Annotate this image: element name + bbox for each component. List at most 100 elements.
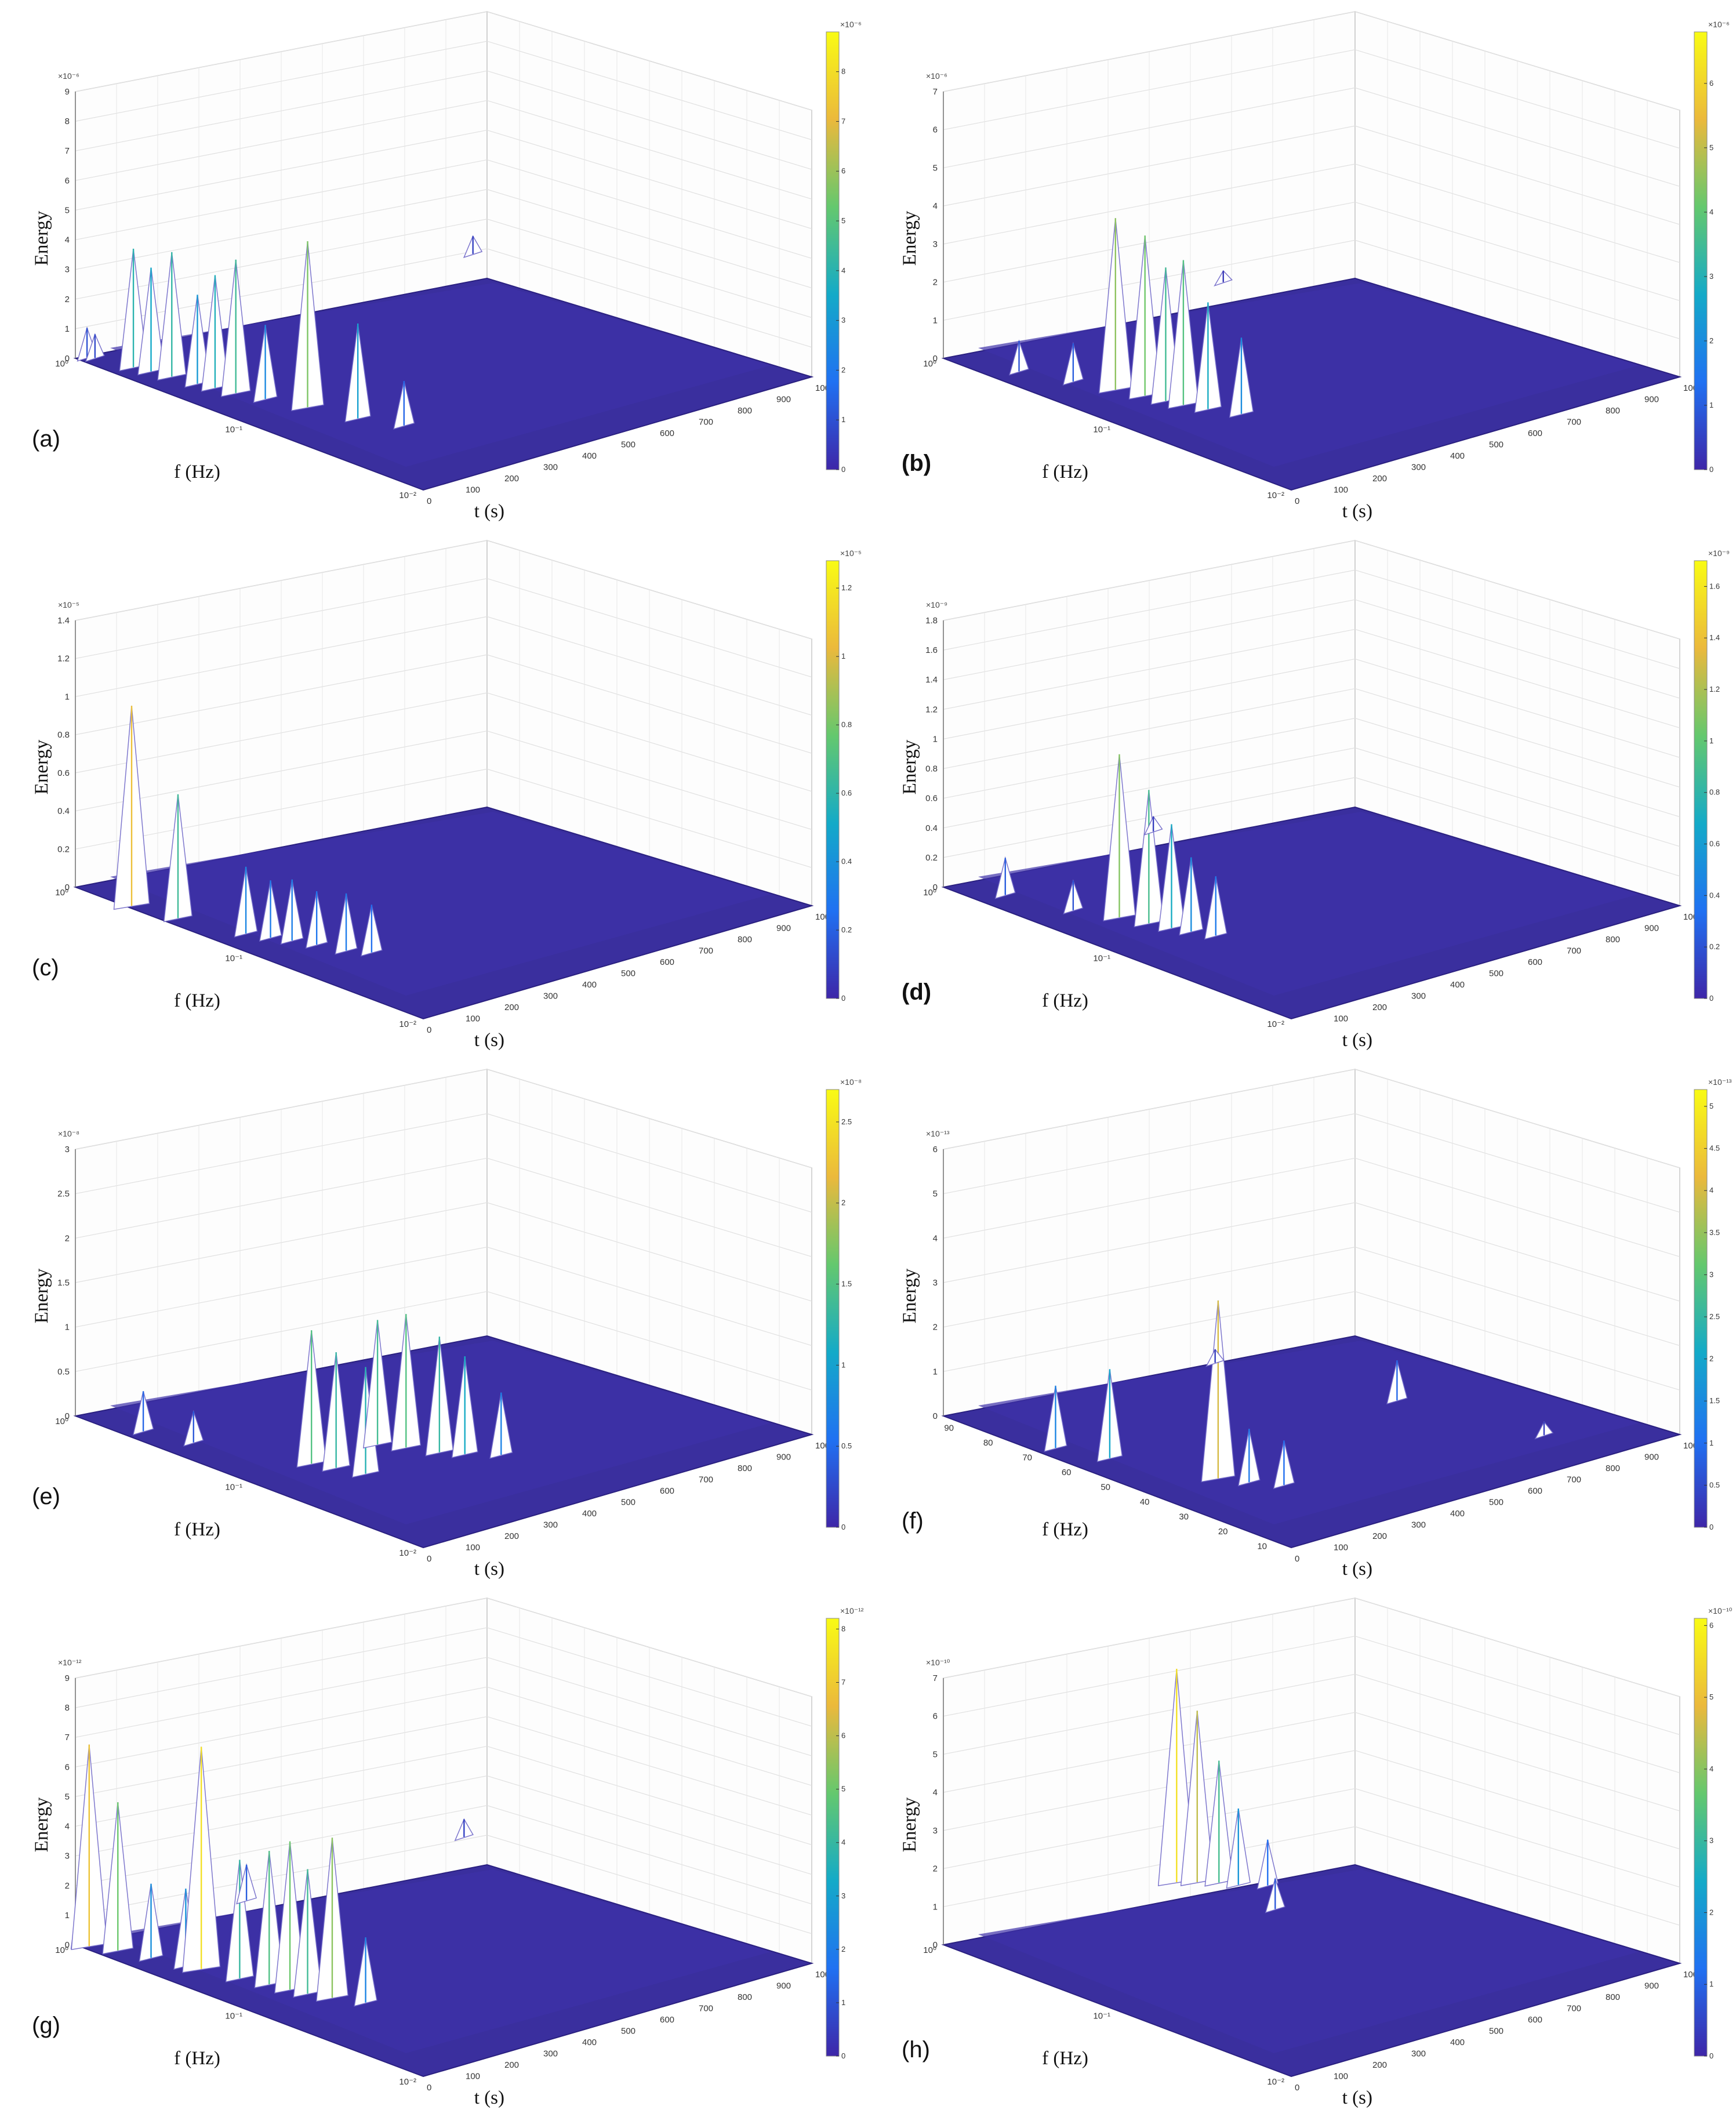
f-axis-label: f (Hz) [174,990,220,1011]
z-tick-label: 4 [65,1822,70,1832]
z-tick-label: 1.8 [925,616,938,626]
z-gridline [75,540,812,640]
z-tick-label: 1.6 [925,645,938,655]
t-tick-label: 0 [427,1025,431,1035]
z-gridline [75,1716,812,1816]
colorbar-tick-label: 5 [841,216,845,225]
z-axis: 0 1 2 3 4 5 6 7 8 9 ×10⁻⁶ [58,71,79,364]
z-tick-label: 0.4 [925,823,938,833]
z-tick-label: 4 [933,1233,938,1243]
panel-g: 0 1 2 3 4 5 6 7 8 9 ×10⁻¹² Energy 10⁰ 10⁻¹ 10⁻² f (Hz) 0… [31,1597,864,2108]
t-tick-label: 600 [1528,957,1542,967]
t-tick-label: 800 [1606,935,1620,945]
z-gridline [943,1826,1680,1926]
f-axis-label: f (Hz) [1042,462,1088,482]
panel-label: (d) [902,979,931,1005]
peaks [113,706,383,957]
z-gridline [75,1627,812,1727]
z-tick-label: 2 [65,1233,70,1243]
t-tick-label: 800 [1606,1464,1620,1473]
z-tick-label: 1 [65,692,70,702]
z-gridline [75,1157,812,1257]
z-multiplier: ×10⁻¹² [58,1658,82,1667]
z-gridline [943,718,1680,818]
z-gridline [943,1291,1680,1390]
t-tick-label: 200 [504,1531,519,1541]
z-tick-label: 1 [933,1902,938,1912]
z-gridline [75,1202,812,1302]
z-tick-label: 9 [65,1673,70,1683]
z-gridline [75,616,812,716]
colorbar-tick-label: 4 [841,1838,845,1847]
z-tick-label: 1.4 [925,675,938,685]
z-tick-label: 0 [65,1411,70,1421]
t-tick-label: 0 [427,1554,431,1564]
colorbar: 0 0.5 1 1.5 2 2.5 ×10⁻⁸ [826,1077,862,1531]
z-tick-label: 3 [933,239,938,249]
colorbar-tick-label: 2 [1709,1355,1713,1363]
f-axis: 10⁰ 10⁻¹ 10⁻² [55,1417,416,1558]
surface-floor-shade [110,812,771,996]
colorbar-tick-label: 0.5 [1709,1480,1720,1489]
colorbar-tick-label: 1 [1709,401,1713,409]
back-walls [943,10,1680,378]
z-tick-label: 0.2 [57,844,70,854]
peaks [1157,1669,1285,1913]
z-gridline [75,159,812,259]
colorbar-tick-label: 1 [1709,1439,1713,1447]
z-tick-label: 0 [933,883,938,892]
z-gridline [943,201,1680,302]
f-tick-label: 70 [1022,1453,1032,1462]
z-tick-label: 1 [933,315,938,325]
z-tick-label: 5 [933,1189,938,1199]
colorbar-tick-label: 6 [841,166,845,175]
z-tick-label: 0.5 [57,1367,70,1377]
panel-label: (b) [902,451,931,476]
t-tick-label: 200 [504,2060,519,2070]
f-tick-label: 10⁰ [55,359,68,369]
t-tick-label: 200 [504,474,519,484]
f-tick-label: 10⁻² [399,1019,416,1029]
z-gridline [943,688,1680,788]
z-tick-label: 4 [933,201,938,211]
t-tick-label: 100 [466,1014,480,1024]
z-multiplier: ×10⁻⁶ [58,71,79,81]
colorbar-tick-label: 3 [841,1891,845,1900]
colorbar-tick-label: 4.5 [1709,1144,1720,1153]
z-tick-label: 4 [65,235,70,245]
t-tick-label: 900 [1644,924,1659,934]
colorbar-tick-label: 5 [841,1785,845,1793]
back-walls [75,1597,812,1965]
t-tick-label: 600 [660,957,674,967]
z-gridline [943,1247,1680,1346]
t-tick-label: 600 [660,1486,674,1496]
t-tick-label: 900 [776,924,791,934]
z-gridline [943,49,1680,149]
colorbar: 0 1 2 3 4 5 6 7 8 ×10⁻⁶ [826,20,862,474]
z-gridline [75,692,812,792]
t-tick-label: 500 [621,1498,635,1508]
back-walls [943,1068,1680,1436]
colorbar-multiplier: ×10⁻¹⁰ [1708,1606,1733,1615]
colorbar-bar [826,31,840,470]
z-gridline [75,1247,812,1346]
t-tick-label: 0 [427,2083,431,2093]
z-tick-label: 0.6 [925,794,938,804]
t-tick-label: 400 [1450,980,1465,990]
colorbar-tick-label: 1 [841,652,845,660]
f-tick-label: 10⁻¹ [1093,954,1110,964]
f-axis-label: f (Hz) [1042,990,1088,1011]
z-axis-label: Energy [31,1797,52,1852]
colorbar-tick-label: 0.2 [1709,942,1720,951]
z-gridline [75,219,812,318]
peaks [1008,218,1254,418]
back-walls [943,1597,1680,1965]
z-gridline [75,654,812,754]
z-tick-label: 2 [65,1881,70,1891]
t-tick-label: 800 [738,935,752,945]
colorbar-tick-label: 4 [1709,1764,1713,1773]
z-gridline [75,1597,812,1697]
f-tick-label: 10⁰ [55,888,68,898]
z-gridline [75,1775,812,1875]
colorbar-tick-label: 4 [841,266,845,275]
